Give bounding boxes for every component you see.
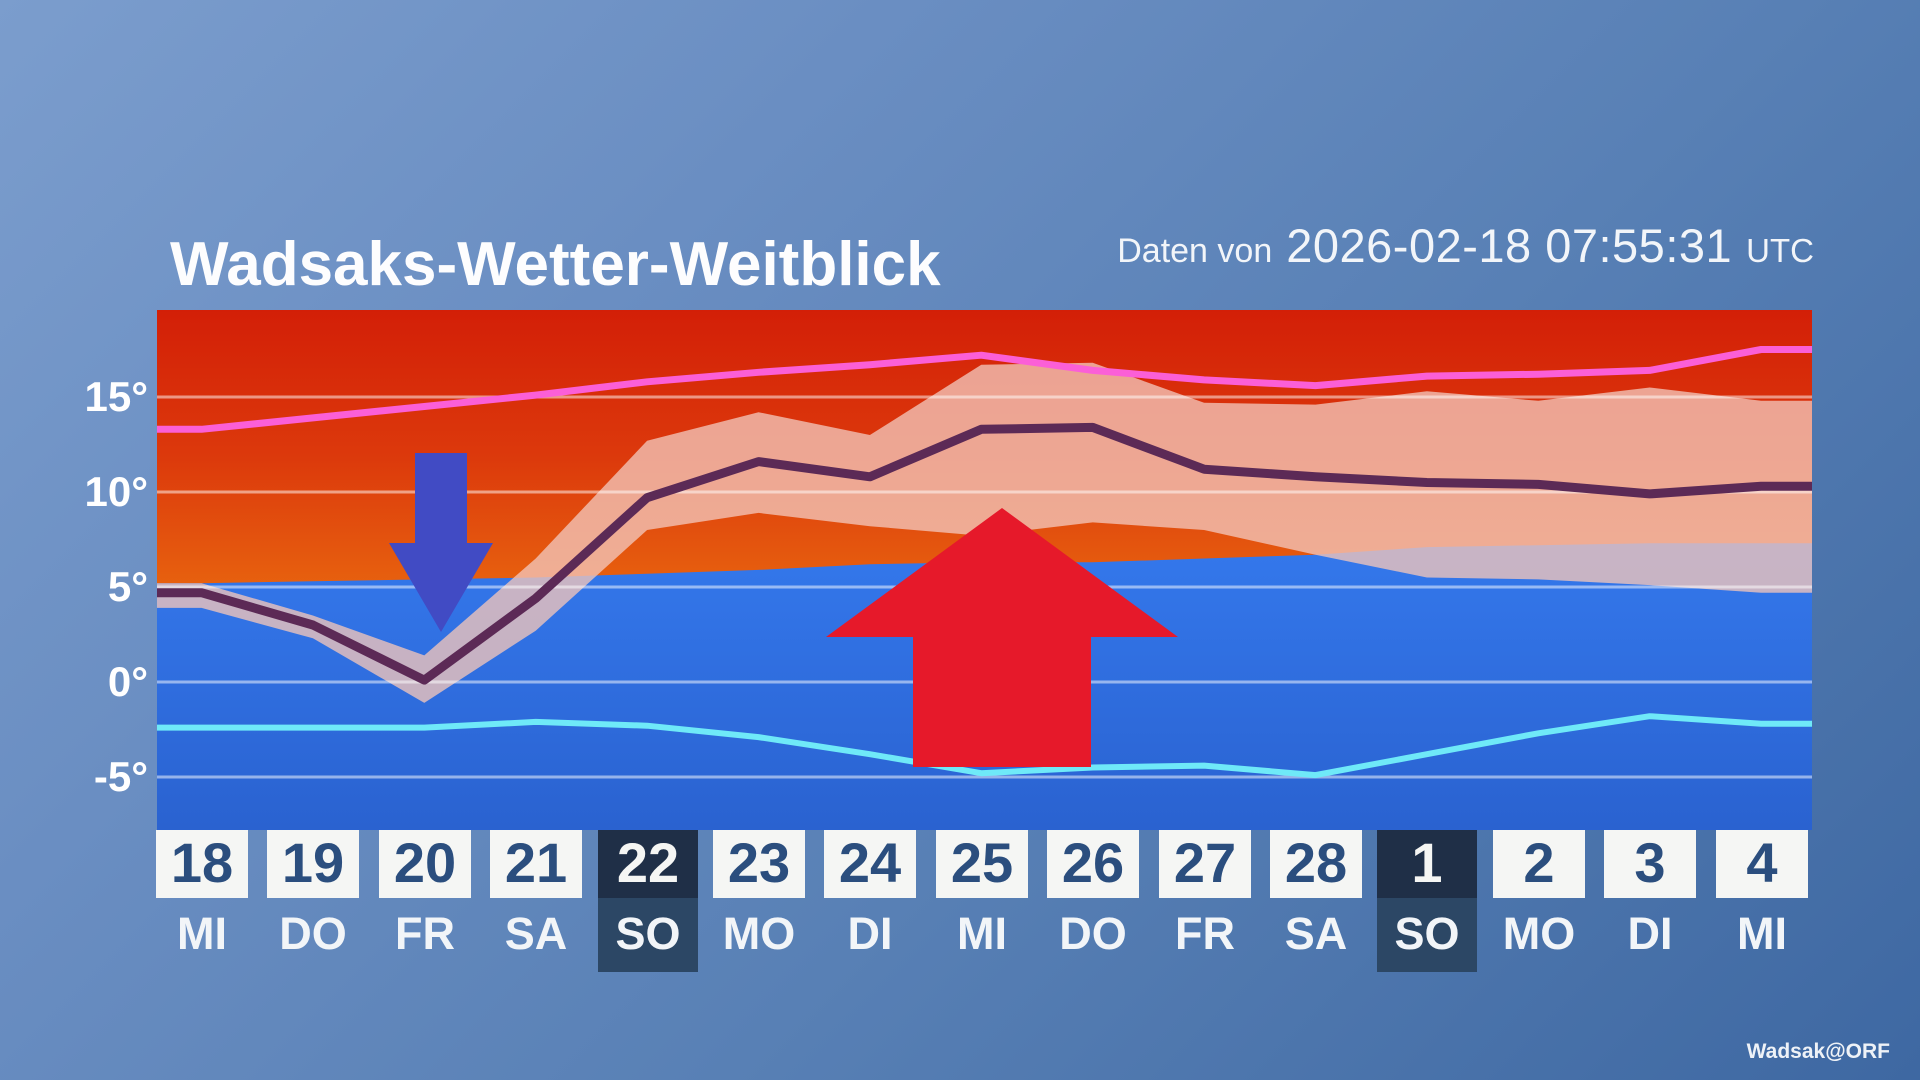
day-column: 4 MI <box>1712 830 1812 972</box>
day-column: 18 MI <box>152 830 252 972</box>
date-number: 21 <box>490 830 582 898</box>
cooling-arrow-icon <box>389 453 493 632</box>
warming-arrow-icon <box>826 508 1178 767</box>
data-timestamp: Daten von 2026-02-18 07:55:31 UTC <box>1117 218 1814 273</box>
date-number: 19 <box>267 830 359 898</box>
weekday-label: MI <box>957 908 1007 959</box>
weekday-label: SO <box>1377 898 1477 972</box>
day-column: 21 SA <box>486 830 586 972</box>
date-number: 4 <box>1716 830 1808 898</box>
weekday-label: DO <box>1059 908 1127 959</box>
page-title: Wadsaks-Wetter-Weitblick <box>170 230 941 299</box>
date-number: 18 <box>156 830 248 898</box>
date-number: 22 <box>598 830 698 898</box>
day-column: 19 DO <box>263 830 363 972</box>
weekday-label: MO <box>1502 908 1576 959</box>
weekday-label: FR <box>395 908 455 959</box>
weekday-label: DI <box>1627 908 1673 959</box>
date-number: 24 <box>824 830 916 898</box>
y-tick-5: 5° <box>107 563 148 610</box>
date-number: 26 <box>1047 830 1139 898</box>
day-column: 26 DO <box>1043 830 1143 972</box>
day-column: 27 FR <box>1155 830 1255 972</box>
weekday-label: DO <box>279 908 347 959</box>
watermark: Wadsak@ORF <box>1746 1040 1890 1063</box>
day-column-sunday: 22 SO <box>598 830 698 972</box>
y-tick-0: 0° <box>107 658 148 705</box>
date-number: 25 <box>936 830 1028 898</box>
date-number: 23 <box>713 830 805 898</box>
weekday-label: SO <box>598 898 698 972</box>
day-column: 25 MI <box>932 830 1032 972</box>
day-column: 2 MO <box>1489 830 1589 972</box>
date-number: 3 <box>1604 830 1696 898</box>
timestamp-value: 2026-02-18 07:55:31 <box>1286 219 1733 272</box>
y-tick-10: 10° <box>84 468 148 515</box>
date-number: 27 <box>1159 830 1251 898</box>
date-number: 20 <box>379 830 471 898</box>
day-column: 28 SA <box>1266 830 1366 972</box>
weekday-label: FR <box>1175 908 1235 959</box>
y-tick--5: -5° <box>93 753 148 800</box>
day-column: 3 DI <box>1600 830 1700 972</box>
date-number: 1 <box>1377 830 1477 898</box>
maximum-line <box>157 346 1812 433</box>
minimum-line <box>157 713 1812 779</box>
weekday-label: DI <box>847 908 893 959</box>
median-line <box>157 422 1812 685</box>
day-column: 24 DI <box>820 830 920 972</box>
timezone-label: UTC <box>1746 232 1814 269</box>
weekday-label: MO <box>722 908 796 959</box>
temperature-chart <box>157 310 1812 830</box>
weekday-label: SA <box>1284 908 1348 959</box>
chart-canvas <box>157 310 1812 830</box>
day-column-sunday: 1 SO <box>1377 830 1477 972</box>
weekday-label: MI <box>177 908 227 959</box>
date-number: 2 <box>1493 830 1585 898</box>
weekday-label: MI <box>1737 908 1787 959</box>
date-number: 28 <box>1270 830 1362 898</box>
day-column: 23 MO <box>709 830 809 972</box>
data-source-label: Daten von <box>1117 232 1273 270</box>
weekday-label: SA <box>504 908 568 959</box>
day-column: 20 FR <box>375 830 475 972</box>
y-tick-15: 15° <box>84 373 148 420</box>
